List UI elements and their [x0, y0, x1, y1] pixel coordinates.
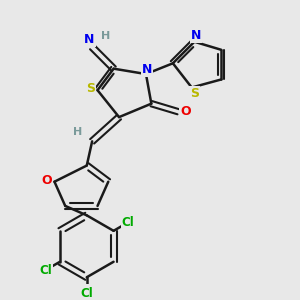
- Text: Cl: Cl: [80, 287, 93, 300]
- Text: H: H: [73, 127, 82, 137]
- Text: N: N: [190, 29, 201, 42]
- Text: S: S: [190, 87, 199, 100]
- Text: N: N: [84, 33, 94, 46]
- Text: Cl: Cl: [122, 216, 134, 229]
- Text: N: N: [142, 63, 152, 76]
- Text: O: O: [181, 105, 191, 118]
- Text: Cl: Cl: [39, 264, 52, 277]
- Text: O: O: [41, 174, 52, 187]
- Text: S: S: [86, 82, 95, 95]
- Text: H: H: [101, 32, 110, 41]
